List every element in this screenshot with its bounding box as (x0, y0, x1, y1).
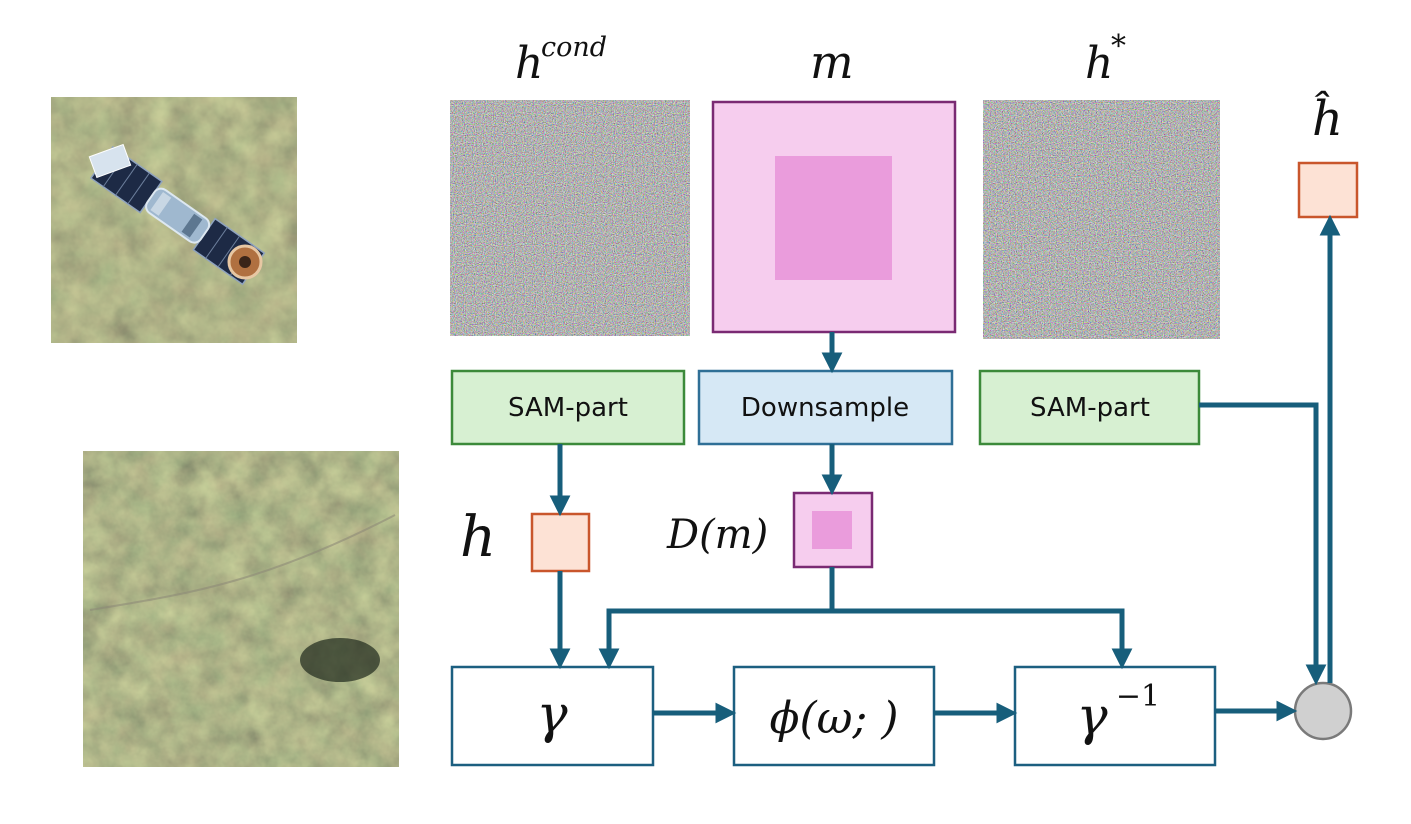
combine-node (1293, 681, 1353, 741)
gamma-label: γ (536, 685, 568, 745)
h-feature-box (530, 512, 591, 573)
h-cond-superscript: cond (541, 32, 607, 63)
h-star-superscript: * (1111, 29, 1126, 64)
sam-part-right-box: SAM-part (978, 369, 1201, 446)
h-cond-label: h (515, 38, 543, 89)
d-of-m-label: D(m) (666, 512, 768, 558)
sam-part-left-label: SAM-part (508, 393, 628, 423)
arrow-dm-to-gamma-inverse (832, 608, 1133, 670)
sam-part-right-label: SAM-part (1030, 393, 1150, 423)
aerial-image (83, 451, 399, 767)
downsample-label: Downsample (741, 393, 909, 423)
phi-box: ϕ(ω; ) (732, 665, 936, 767)
gamma-box: γ (450, 665, 655, 767)
arrow-dm-to-gamma (598, 567, 835, 670)
h-star-label: h (1085, 38, 1113, 89)
h-hat-label: ĥ (1312, 90, 1343, 147)
satellite-image (51, 97, 297, 343)
h-hat-feature-box (1297, 161, 1359, 219)
sam-part-left-box: SAM-part (450, 369, 686, 446)
h-star-noise-image (983, 100, 1220, 339)
arrow-sam-right-to-combine (1199, 402, 1327, 686)
m-label: m (810, 35, 854, 89)
gamma-inverse-label: γ (1076, 687, 1108, 747)
mask-image (711, 100, 957, 334)
downsample-box: Downsample (697, 369, 954, 446)
h-label: h (460, 505, 496, 570)
satellite-icon (88, 143, 266, 286)
downsampled-mask-box (792, 491, 874, 569)
gamma-inverse-box: γ −1 (1013, 665, 1217, 767)
phi-label: ϕ(ω; ) (769, 693, 898, 744)
gamma-inverse-superscript: −1 (1116, 679, 1160, 714)
h-cond-noise-image (450, 100, 690, 336)
arrows (549, 214, 1341, 724)
